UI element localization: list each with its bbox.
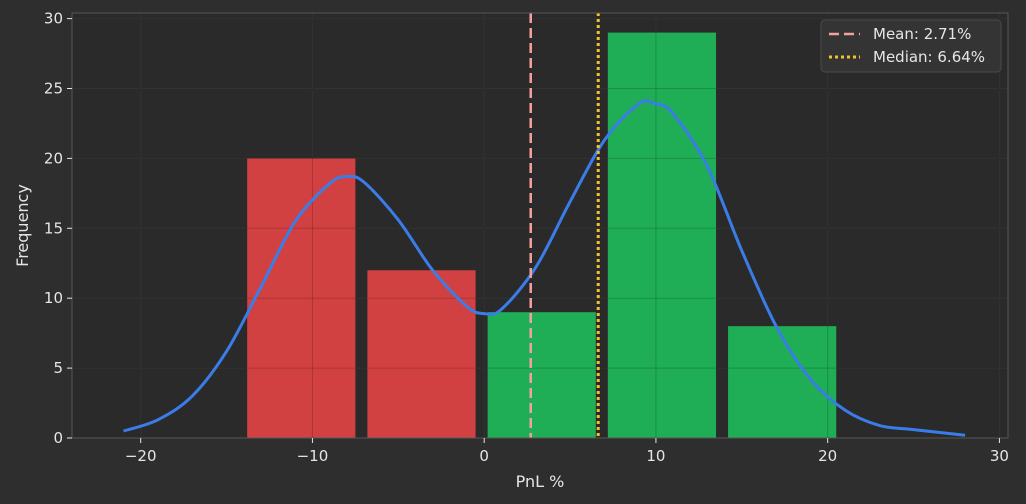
kde-curve xyxy=(123,99,966,437)
x-tick-label: −20 xyxy=(125,447,157,465)
x-axis-label: PnL % xyxy=(516,472,565,491)
histogram-bar xyxy=(247,158,356,439)
x-tick-label: 0 xyxy=(479,447,489,465)
histogram-bar xyxy=(367,270,476,438)
legend-box xyxy=(820,19,1002,73)
x-tick-label: 10 xyxy=(646,447,665,465)
y-axis-label: Frequency xyxy=(13,184,32,267)
reference-lines xyxy=(529,13,600,438)
x-tick-label: −10 xyxy=(297,447,329,465)
kde-curve-layer xyxy=(123,99,966,437)
x-tick-label: 20 xyxy=(818,447,837,465)
legend: Mean: 2.71% Median: 6.64% xyxy=(820,19,1002,73)
y-tick-label: 5 xyxy=(53,359,63,377)
y-tick-label: 20 xyxy=(44,149,63,167)
histogram-bar xyxy=(607,32,717,439)
x-tick-label: 30 xyxy=(990,447,1009,465)
histogram-bar xyxy=(487,312,596,438)
y-tick-label: 10 xyxy=(44,289,63,307)
y-tick-label: 0 xyxy=(53,429,63,447)
tick-labels: −20 −10 0 10 20 30 0 5 10 15 20 25 30 xyxy=(44,10,1009,465)
y-tick-label: 15 xyxy=(44,219,63,237)
legend-median-label: Median: 6.64% xyxy=(873,48,985,66)
axes xyxy=(71,12,1009,439)
y-tick-label: 25 xyxy=(44,79,63,97)
plot-border xyxy=(71,12,1009,439)
histogram-bars xyxy=(72,13,1008,439)
histogram-bar xyxy=(728,326,837,438)
y-tick-label: 30 xyxy=(44,10,63,28)
legend-mean-label: Mean: 2.71% xyxy=(873,25,971,43)
